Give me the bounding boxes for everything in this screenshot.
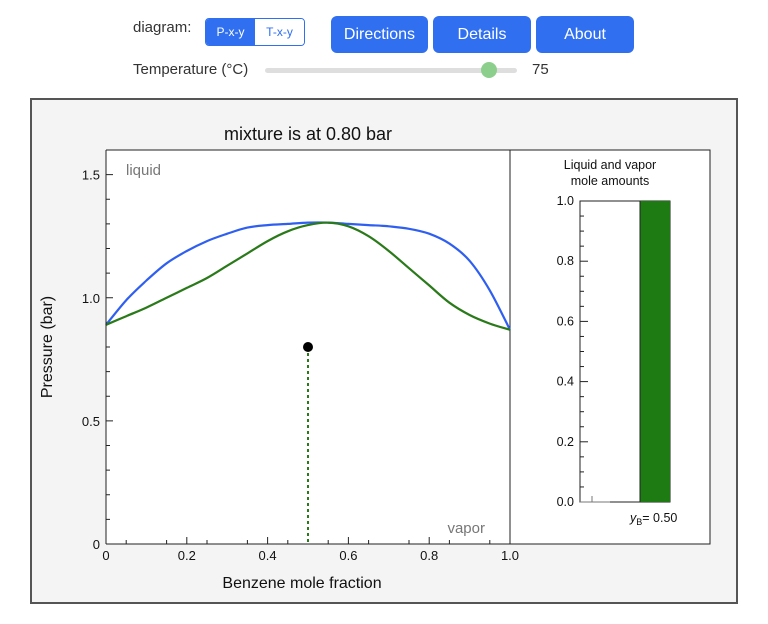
details-button[interactable]: Details — [433, 16, 531, 53]
x-tick-label: 0.8 — [420, 548, 438, 563]
region-label-vapor: vapor — [447, 520, 485, 537]
x-tick-label: 0.6 — [339, 548, 357, 563]
side-y-tick-label: 1.0 — [557, 194, 574, 208]
temperature-slider-thumb[interactable] — [481, 62, 497, 78]
diagram-option-pxy[interactable]: P-x-y — [206, 19, 255, 45]
controls-row: diagram: P-x-y T-x-y Directions Details … — [0, 8, 768, 53]
x-tick-label: 0.4 — [259, 548, 277, 563]
y-tick-label: 0.5 — [82, 414, 100, 429]
side-y-tick-label: 0.2 — [557, 435, 574, 449]
side-y-tick-label: 0.4 — [557, 375, 574, 389]
about-button[interactable]: About — [536, 16, 634, 53]
y-axis-label: Pressure (bar) — [39, 296, 56, 398]
y-tick-label: 1.0 — [82, 291, 100, 306]
side-y-tick-label: 0.0 — [557, 495, 574, 509]
vapor-amount-bar — [640, 201, 670, 502]
caption-value: = 0.50 — [642, 511, 677, 525]
x-axis-label: Benzene mole fraction — [222, 575, 381, 592]
side-y-tick-label: 0.6 — [557, 314, 574, 328]
x-tick-label: 0 — [102, 548, 109, 563]
vapor-fraction-caption: yB= 0.50 — [629, 511, 677, 527]
y-tick-label: 0 — [93, 537, 100, 552]
y-tick-label: 1.5 — [82, 168, 100, 183]
bubble-point-curve — [105, 221, 511, 331]
caption-symbol: y — [629, 511, 637, 525]
side-chart-title-line2: mole amounts — [571, 174, 650, 188]
side-y-tick-label: 0.8 — [557, 254, 574, 268]
diagram-toggle[interactable]: P-x-y T-x-y — [205, 18, 305, 46]
x-tick-label: 0.2 — [178, 548, 196, 563]
temperature-label: Temperature (°C) — [133, 61, 249, 78]
main-chart-title: mixture is at 0.80 bar — [224, 124, 392, 144]
region-label-liquid: liquid — [126, 162, 161, 179]
mixture-state-point[interactable] — [303, 342, 313, 352]
caption-subscript: B — [636, 517, 642, 527]
diagram-option-txy[interactable]: T-x-y — [255, 19, 304, 45]
x-tick-label: 1.0 — [501, 548, 519, 563]
directions-button[interactable]: Directions — [331, 16, 428, 53]
temperature-slider-track[interactable] — [265, 68, 517, 73]
diagram-label: diagram: — [133, 19, 192, 36]
side-chart-title-line1: Liquid and vapor — [564, 158, 656, 172]
dew-point-curve — [105, 221, 511, 331]
temperature-value: 75 — [532, 61, 549, 78]
